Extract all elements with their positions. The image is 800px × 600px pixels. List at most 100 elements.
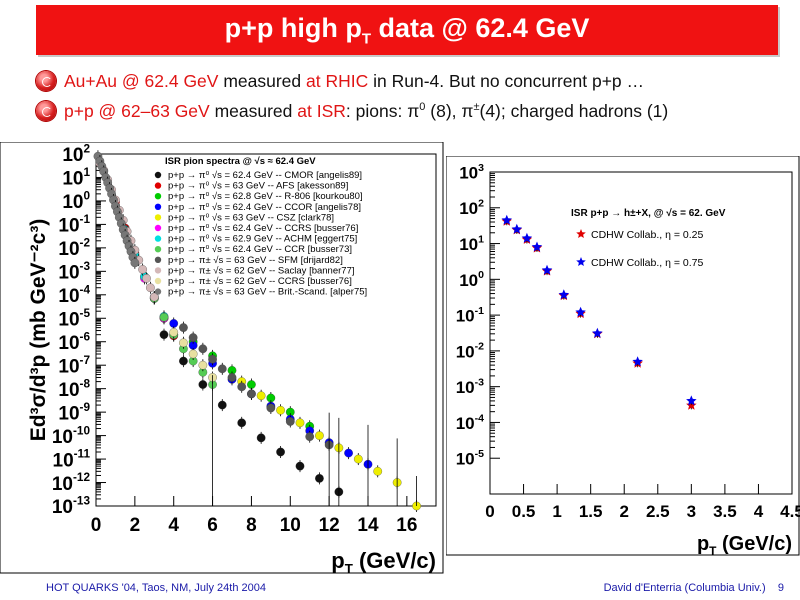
y-tick-label: 10-2 [58,237,90,261]
data-point [159,330,169,340]
data-point [575,306,586,317]
data-point [373,466,383,476]
x-tick-label: 8 [246,515,257,536]
x-axis-label: pT (GeV/c) [331,548,436,574]
slide-title-bar: p+p high pT data @ 62.4 GeV [36,5,778,55]
bullet-icon [36,71,56,91]
data-point [142,274,151,283]
legend-entry: p+p → π⁰ √s = 62.4 GeV -- CMOR [angelis8… [168,170,362,181]
legend-entry: p+p → π⁰ √s = 62.8 GeV -- R-806 [kourkou… [168,191,363,202]
x-tick-label: 12 [319,515,340,536]
bullet-text: Au+Au @ 62.4 GeV measured at RHIC in Run… [64,70,645,91]
data-point [511,223,523,234]
y-tick-label: 10-3 [456,376,484,397]
legend-entry: p+p → π⁰ √s = 62.4 GeV -- CCOR [angelis7… [168,202,361,213]
data-point [315,474,324,483]
x-tick-label: 2 [619,502,628,521]
data-point [227,373,237,382]
data-point [159,312,169,322]
y-tick-label: 101 [459,233,484,254]
data-point [305,432,315,442]
data-point [146,283,155,293]
data-point [256,433,266,443]
bullet-list: Au+Au @ 62.4 GeV measured at RHIC in Run… [36,66,796,126]
y-tick-label: 100 [459,269,484,290]
plot-area [489,171,793,495]
legend-entry: CDHW Collab., η = 0.75 [591,257,703,269]
data-point [344,448,353,458]
y-tick-label: 102 [62,143,90,167]
data-point [188,333,198,342]
data-point [237,382,247,392]
data-point [686,395,697,406]
data-point [256,391,266,401]
legend-marker [154,277,162,285]
legend-marker [154,288,162,295]
x-tick-label: 0 [485,502,494,521]
x-tick-label: 14 [357,515,379,536]
data-point [315,431,324,440]
legend-entry: p+p → π⁰ √s = 63 GeV -- AFS [akesson89] [168,181,348,192]
y-tick-label: 10-1 [456,305,484,326]
data-point [247,380,256,389]
legend-marker [154,214,162,221]
data-point [217,364,227,374]
data-point [521,232,533,243]
x-tick-label: 10 [280,515,301,536]
footer-conference: HOT QUARKS '04, Taos, NM, July 24th 2004 [46,582,266,594]
data-point [266,403,276,413]
y-tick-label: 10-10 [52,424,91,448]
x-tick-label: 4 [168,515,179,536]
y-tick-label: 10-5 [456,448,484,469]
y-tick-label: 10-3 [58,260,90,284]
data-point [285,417,295,426]
data-point [276,405,285,415]
legend-marker [154,193,162,200]
legend-marker [154,182,162,189]
y-tick-label: 10-9 [58,401,90,425]
x-tick-label: 16 [396,515,417,536]
data-point [138,265,147,274]
data-point [169,328,179,337]
data-point [179,338,188,348]
y-tick-label: 10-7 [58,354,90,378]
x-tick-label: 2 [130,515,141,536]
legend-entry: p+p → π± √s = 62 GeV -- CCRS [busser76] [168,276,352,287]
data-point [353,454,363,464]
bullet-item: p+p @ 62–63 GeV measured at ISR: pions: … [36,96,796,126]
slide-title: p+p high pT data @ 62.4 GeV [224,12,590,48]
y-tick-label: 10-5 [58,307,90,331]
data-point [208,354,217,364]
legend-marker [154,256,162,263]
chart-title: ISR p+p → h±+X, @ √s = 62. GeV [571,208,726,219]
y-axis-label: Ed³σ/d³p (mb GeV⁻²c³) [27,219,50,442]
legend-marker [576,257,586,266]
legend-marker [154,246,162,253]
data-point [531,241,543,252]
x-tick-label: 4.5 [780,502,800,521]
legend-entry: CDHW Collab., η = 0.25 [591,229,703,241]
y-tick-label: 10-1 [58,213,90,237]
isr-pion-spectra-chart: 10-13 10-12 10-11 10-10 10-9 10-8 10-7 10-6 10-5… [0,141,444,576]
x-tick-label: 6 [207,515,218,536]
data-point [501,214,512,225]
chart-title: ISR pion spectra @ √s ≈ 62.4 GeV [165,156,316,167]
x-tick-label: 2.5 [646,502,670,521]
x-tick-label: 3.5 [713,502,737,521]
y-tick-label: 10-13 [52,495,91,519]
data-point [558,289,570,300]
y-tick-label: 10-4 [58,283,90,307]
legend-entry: p+p → π± √s = 62 GeV -- Saclay [banner77… [168,265,355,276]
data-point [247,389,256,399]
data-point [188,349,198,359]
plot-area [95,153,437,507]
y-tick-label: 10-8 [58,377,90,401]
bullet-text: p+p @ 62–63 GeV measured at ISR: pions: … [64,100,669,121]
data-point [179,323,188,332]
legend-entry: p+p → π⁰ √s = 62.4 GeV -- CCR [busser73] [168,244,352,255]
y-tick-label: 101 [62,166,90,190]
data-point [295,461,305,471]
data-point [237,418,247,428]
x-tick-label: 0 [91,515,102,536]
legend-marker [154,203,162,210]
